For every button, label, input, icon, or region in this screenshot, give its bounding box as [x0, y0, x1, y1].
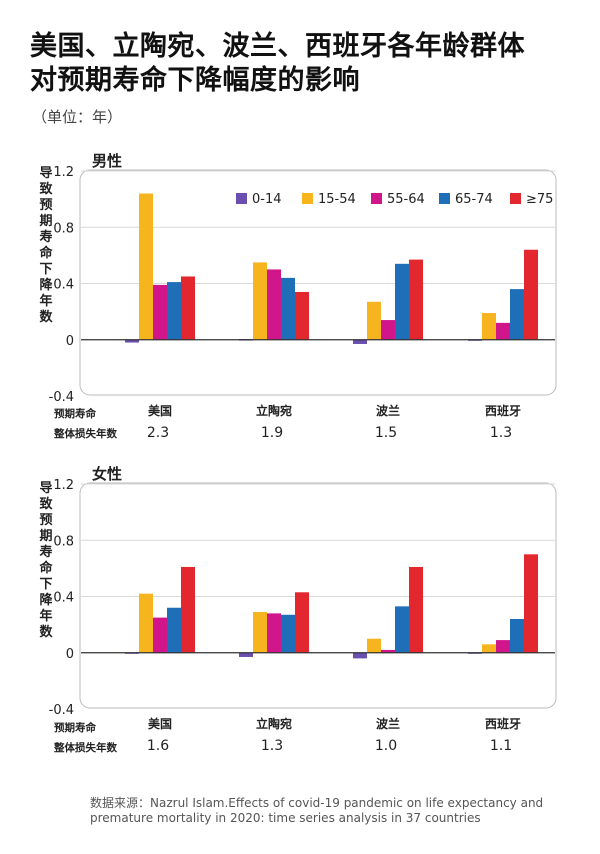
- data-label: 1.9: [261, 425, 283, 441]
- legend-swatch: [371, 193, 382, 204]
- bar: [395, 263, 409, 340]
- y-tick-label: 0.8: [53, 534, 74, 549]
- bar: [253, 262, 267, 340]
- legend-label: 0-14: [252, 192, 282, 207]
- bar: [353, 652, 367, 659]
- bar: [139, 193, 153, 340]
- bar: [409, 259, 423, 340]
- bar: [281, 614, 295, 653]
- male-chart: -0.4 0 0.4 0.8 1.2 美国 2.3 立陶宛 1.9 波兰 1.5 西班牙 1.3 0-14…: [49, 165, 557, 441]
- row-label-life-expectancy: 预期寿命: [54, 408, 96, 420]
- x-tick-label: 美国: [148, 403, 172, 418]
- legend-swatch: [510, 193, 521, 204]
- data-label: 1.5: [375, 425, 397, 441]
- y-tick-label: 0.4: [53, 591, 74, 606]
- bar: [153, 284, 167, 340]
- bar: [524, 249, 538, 340]
- data-label: 2.3: [147, 425, 169, 441]
- bar: [496, 640, 510, 653]
- y-tick-label: 0: [66, 334, 74, 349]
- data-label: 1.1: [490, 738, 512, 754]
- legend-label: 55-64: [387, 192, 425, 207]
- bar: [281, 277, 295, 340]
- bar: [367, 301, 381, 340]
- x-tick-label: 波兰: [376, 403, 400, 418]
- bar: [496, 322, 510, 340]
- data-label: 1.6: [147, 738, 169, 754]
- bar: [167, 607, 181, 653]
- data-label: 1.3: [490, 425, 512, 441]
- bar: [253, 611, 267, 653]
- legend-label: ≥75: [526, 192, 553, 207]
- row-label-total-loss: 整体损失年数: [54, 742, 117, 754]
- title-line-2: 对预期寿命下降幅度的影响: [30, 65, 360, 96]
- row-label-total-loss: 整体损失年数: [54, 428, 117, 440]
- legend-label: 65-74: [455, 192, 493, 207]
- legend-swatch: [236, 193, 247, 204]
- plot-frame: [79, 482, 557, 709]
- x-tick-label: 立陶宛: [256, 716, 292, 731]
- bar: [381, 320, 395, 340]
- bar: [510, 619, 524, 653]
- legend-swatch: [439, 193, 450, 204]
- bar: [153, 617, 167, 653]
- y-tick-label: 1.2: [53, 478, 74, 493]
- x-tick-label: 西班牙: [485, 716, 521, 731]
- y-tick-label: -0.4: [49, 703, 74, 718]
- plot-frame: [79, 169, 557, 396]
- source-note: 数据来源：Nazrul Islam.Effects of covid-19 pa…: [90, 796, 544, 825]
- bar: [482, 644, 496, 653]
- data-label: 1.0: [375, 738, 397, 754]
- bar: [139, 593, 153, 653]
- x-tick-label: 波兰: [376, 716, 400, 731]
- bar: [167, 282, 181, 340]
- chart-title: 美国、立陶宛、波兰、西班牙各年龄群体 对预期寿命下降幅度的影响: [30, 30, 525, 98]
- title-line-1: 美国、立陶宛、波兰、西班牙各年龄群体: [30, 31, 525, 62]
- female-chart: -0.4 0 0.4 0.8 1.2 美国 1.6 立陶宛 1.3 波兰 1.0 西班牙 1.1: [49, 478, 557, 754]
- bar: [510, 289, 524, 340]
- bar: [125, 339, 139, 343]
- bar: [295, 592, 309, 653]
- x-tick-label: 美国: [148, 716, 172, 731]
- y-tick-label: 0.4: [53, 278, 74, 293]
- bar: [381, 649, 395, 653]
- bar: [367, 638, 381, 653]
- row-label-life-expectancy: 预期寿命: [54, 722, 96, 734]
- panel-title: 女性: [92, 465, 123, 483]
- bar: [181, 566, 195, 653]
- y-tick-label: -0.4: [49, 390, 74, 405]
- y-tick-label: 0: [66, 647, 74, 662]
- y-tick-label: 1.2: [53, 165, 74, 180]
- bar: [267, 613, 281, 653]
- y-axis-label: 导致预期寿命下降年数: [39, 481, 53, 640]
- bar: [395, 606, 409, 653]
- bar: [267, 269, 281, 340]
- x-tick-label: 立陶宛: [256, 403, 292, 418]
- panel-title: 男性: [92, 152, 123, 170]
- female-panel: 女性 -0.4 0 0.4 0.8 1.2 美国 1.6 立陶宛 1.3 波兰 1.0 西班牙 1.1 …: [0, 463, 600, 763]
- unit-label: （单位：年）: [32, 108, 123, 126]
- legend-swatch: [302, 193, 313, 204]
- bar: [409, 566, 423, 653]
- male-panel: 男性 -0.4 0 0.4 0.8 1.2 美国 2.3 立陶宛 1.9 波兰 1.5 西班牙 1.3 0…: [0, 150, 600, 450]
- x-tick-label: 西班牙: [485, 403, 521, 418]
- bar: [239, 652, 253, 657]
- y-tick-label: 0.8: [53, 221, 74, 236]
- legend-label: 15-54: [318, 192, 356, 207]
- bar: [524, 554, 538, 653]
- bar: [482, 313, 496, 340]
- data-label: 1.3: [261, 738, 283, 754]
- bar: [181, 276, 195, 340]
- y-axis-label: 导致预期寿命下降年数: [39, 166, 53, 325]
- bar: [295, 291, 309, 340]
- bar: [353, 339, 367, 344]
